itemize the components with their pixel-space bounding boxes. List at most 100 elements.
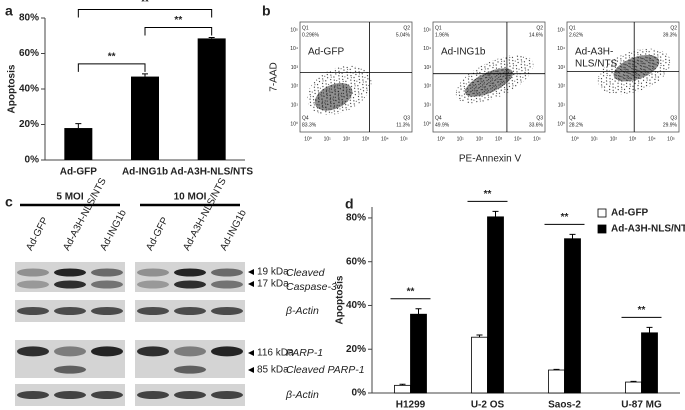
panel-label: d — [345, 196, 354, 212]
blot-band — [17, 391, 49, 399]
x-tick-label: 10⁵ — [667, 136, 675, 142]
error-bar — [476, 334, 483, 338]
quadrant-name: Q3 — [670, 115, 677, 121]
blot-band — [174, 307, 206, 315]
y-tick-label: 10⁰ — [557, 121, 565, 127]
x-tick-label: 10³ — [495, 136, 503, 142]
quadrant-value: 1.96% — [435, 32, 450, 38]
quadrant-name: Q3 — [536, 115, 543, 121]
x-tick-label: 10¹ — [591, 136, 599, 142]
significance-label: ** — [141, 0, 149, 8]
significance-label: ** — [638, 305, 646, 316]
y-axis-label: 7-AAD — [269, 62, 280, 91]
quadrant-name: Q3 — [403, 115, 410, 121]
y-tick-label: 80% — [19, 13, 39, 24]
significance-bracket — [77, 9, 213, 18]
x-tick-label: U-2 OS — [471, 400, 505, 410]
group-label: 10 MOI — [174, 192, 207, 203]
error-bar — [630, 380, 637, 383]
marker-label: 19 kDa — [257, 267, 289, 278]
quadrant-name: Q1 — [569, 25, 576, 31]
quadrant-value: 11.3% — [396, 122, 410, 128]
y-tick-label: 10² — [424, 84, 432, 90]
quadrant-name: Q4 — [435, 115, 442, 121]
quadrant-value: 28.2% — [569, 122, 584, 128]
blot-band — [137, 391, 169, 399]
blot-band — [174, 280, 206, 289]
quadrant-value: 2.62% — [569, 32, 584, 38]
quadrant-value: 39.3% — [663, 32, 678, 38]
lane-label: Ad-GFP — [144, 215, 171, 252]
x-tick-label: Ad-A3H-NLS/NTS — [170, 167, 253, 178]
marker-arrow — [248, 350, 254, 356]
blot-band — [211, 280, 243, 289]
blot-band — [211, 346, 243, 357]
y-tick-label: 10⁴ — [423, 46, 431, 52]
blot-band — [17, 280, 49, 289]
x-tick-label: 10⁴ — [514, 136, 522, 142]
significance-bracket — [77, 63, 146, 72]
quadrant-value: 14.6% — [529, 32, 544, 38]
quadrant-value: 5.04% — [396, 32, 411, 38]
y-tick-label: 10¹ — [558, 103, 566, 109]
y-tick-label: 10³ — [291, 65, 299, 71]
bar — [641, 332, 658, 394]
blot-band — [211, 391, 243, 399]
x-axis-label: PE-Annexin V — [459, 154, 522, 165]
significance-label: ** — [174, 15, 182, 26]
blot-band — [54, 391, 86, 399]
sample-label: Ad-A3H- — [575, 47, 613, 58]
quadrant-name: Q2 — [403, 25, 410, 31]
x-tick-label: 10³ — [629, 136, 637, 142]
blot-band — [17, 268, 49, 277]
bar — [487, 216, 504, 394]
x-tick-label: H1299 — [396, 400, 426, 410]
x-tick-label: U-87 MG — [621, 400, 662, 410]
plot-frame — [299, 21, 413, 133]
sample-label: NLS/NTS — [575, 59, 618, 70]
blot-band — [54, 346, 86, 357]
marker-arrow — [248, 367, 254, 373]
y-tick-label: 10⁰ — [290, 121, 298, 127]
y-tick-label: 0% — [25, 155, 40, 166]
panel-label: c — [5, 194, 13, 210]
band-label: Caspase-3 — [286, 281, 337, 293]
y-tick-label: 60% — [19, 48, 39, 59]
blot-band — [137, 307, 169, 315]
quadrant-value: 49.9% — [435, 122, 450, 128]
blot-band — [17, 346, 49, 357]
bar — [564, 238, 581, 394]
bar — [625, 381, 642, 394]
x-tick-label: 10² — [610, 136, 618, 142]
error-bar — [208, 37, 215, 39]
y-tick-label: 10⁵ — [290, 27, 298, 33]
significance-label: ** — [561, 212, 569, 223]
lane-label: Ad-ING1b — [218, 208, 249, 253]
y-tick-label: 10⁰ — [423, 121, 431, 127]
y-tick-label: 0% — [352, 388, 367, 399]
bar — [64, 128, 93, 160]
error-bar — [415, 308, 422, 315]
significance-label: ** — [407, 286, 415, 297]
blot-band — [211, 268, 243, 277]
error-bar — [646, 326, 653, 333]
y-tick-label: 60% — [346, 256, 366, 267]
y-tick-label: 10¹ — [424, 103, 432, 109]
x-tick-label: 10² — [343, 136, 351, 142]
quadrant-name: Q1 — [435, 25, 442, 31]
error-bar — [492, 210, 499, 217]
y-tick-label: 10⁴ — [290, 46, 298, 52]
x-tick-label: 10⁵ — [533, 136, 541, 142]
event-core — [613, 55, 660, 82]
panel-label: b — [262, 3, 271, 19]
band-label: β-Actin — [285, 305, 319, 317]
x-tick-label: 10⁴ — [381, 136, 389, 142]
y-tick-label: 10² — [558, 84, 566, 90]
significance-label: ** — [108, 52, 116, 63]
marker-arrow — [248, 281, 254, 287]
blot-band — [54, 365, 86, 374]
x-tick-label: 10² — [476, 136, 484, 142]
quadrant-value: 83.3% — [302, 122, 317, 128]
y-tick-label: 10⁴ — [557, 46, 565, 52]
blot-band — [137, 346, 169, 357]
